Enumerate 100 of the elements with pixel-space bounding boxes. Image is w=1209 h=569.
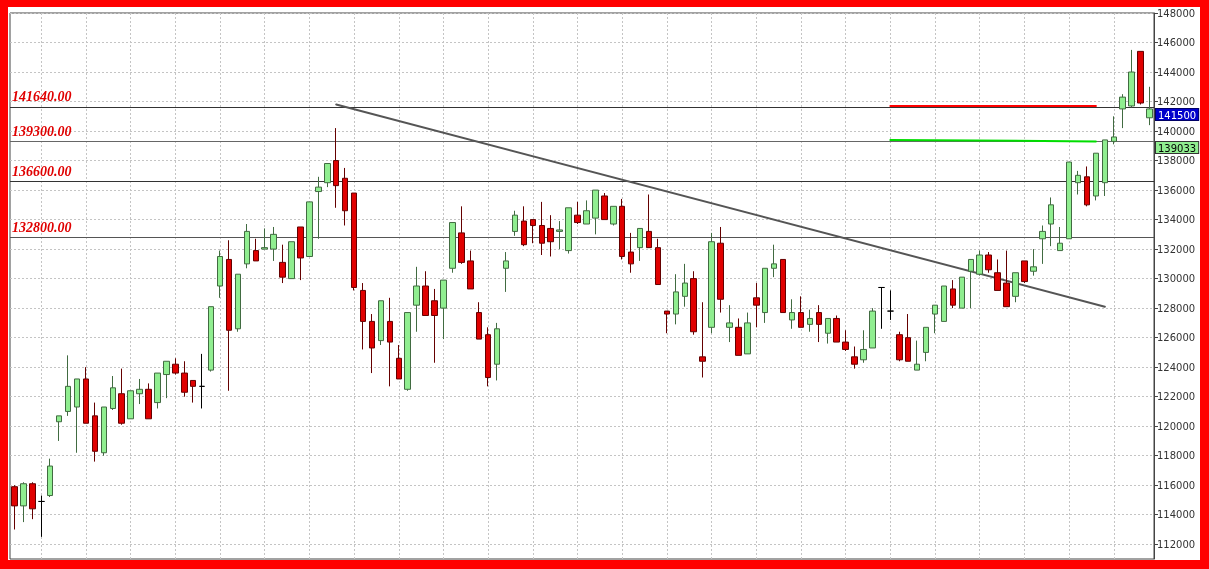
y-tick-label: 116000	[1157, 479, 1196, 491]
y-tick-label: 124000	[1157, 361, 1196, 373]
y-tick-label: 144000	[1157, 66, 1196, 78]
y-tick-label: 148000	[1157, 7, 1196, 19]
y-tick-label: 128000	[1157, 302, 1196, 314]
y-tick-label: 114000	[1157, 509, 1196, 521]
candlestick	[199, 353, 205, 409]
candlestick	[825, 317, 831, 345]
candlestick	[422, 270, 429, 317]
candlestick	[941, 285, 947, 322]
candlestick	[869, 307, 876, 349]
candlestick	[985, 251, 992, 274]
candlestick	[494, 322, 500, 381]
candlestick	[932, 304, 938, 334]
candlestick	[708, 232, 715, 334]
candlestick	[208, 306, 214, 373]
candlestick	[628, 232, 634, 274]
candlestick	[1128, 49, 1135, 108]
candlestick	[351, 192, 357, 291]
candlestick	[1048, 196, 1054, 247]
candlestick	[753, 282, 760, 328]
candlestick	[1093, 152, 1099, 201]
candlestick	[744, 312, 751, 355]
candlestick	[664, 310, 670, 334]
candlestick	[279, 244, 286, 284]
candlestick	[1137, 50, 1144, 105]
candlestick	[261, 227, 268, 250]
candlestick	[449, 222, 456, 274]
text: 139033	[1158, 142, 1197, 154]
candlestick	[360, 282, 366, 350]
candlestick	[38, 495, 45, 538]
candlestick	[467, 250, 474, 290]
y-tick-label: 136000	[1157, 184, 1196, 196]
candlestick	[154, 372, 161, 409]
y-tick-label: 118000	[1157, 450, 1196, 462]
candlestick	[56, 415, 62, 442]
candlestick	[619, 198, 625, 260]
candlestick	[771, 244, 777, 278]
candlestick	[959, 276, 965, 309]
candlestick	[20, 481, 27, 523]
candlestick	[842, 329, 849, 352]
candlestick	[333, 127, 339, 209]
y-tick-label: 146000	[1157, 37, 1196, 49]
candlestick	[547, 214, 554, 257]
ref-line-label: 141640.00	[12, 89, 72, 105]
candlestick	[762, 267, 768, 324]
candlestick	[190, 379, 196, 404]
candlestick	[136, 378, 143, 405]
candlestick	[592, 189, 599, 235]
candlestick	[74, 378, 80, 454]
candlestick	[83, 366, 89, 424]
y-tick-label: 140000	[1157, 125, 1196, 137]
candlestick	[565, 207, 572, 255]
candlestick	[127, 390, 134, 420]
candlestick	[1057, 226, 1063, 252]
candlestick	[690, 270, 697, 336]
ref-line-label: 136600.00	[12, 163, 72, 179]
candlestick	[476, 301, 482, 340]
candlestick	[583, 199, 590, 225]
candlestick	[682, 263, 688, 308]
candlestick	[994, 258, 1001, 291]
candlestick	[1111, 115, 1117, 145]
candlestick	[968, 258, 974, 309]
candlestick	[726, 304, 733, 343]
candlestick	[11, 484, 18, 530]
candlestick	[270, 226, 277, 262]
y-tick-label: 134000	[1157, 214, 1196, 226]
y-tick-label: 122000	[1157, 391, 1196, 403]
candlestick	[896, 331, 903, 362]
candlestick	[1102, 139, 1108, 197]
ref-line-label: 139300.00	[12, 123, 72, 139]
candlestick	[923, 326, 929, 362]
candlestick	[1039, 225, 1046, 265]
candlestick	[503, 251, 509, 293]
candlestick	[807, 309, 813, 333]
candlestick	[735, 317, 742, 356]
candlestick	[458, 205, 465, 265]
candlestick	[637, 227, 643, 262]
candlestick	[789, 298, 795, 330]
y-tick-label: 132000	[1157, 243, 1196, 255]
candlestick	[1119, 93, 1126, 129]
y-tick-label: 112000	[1157, 538, 1196, 550]
candlestick	[306, 201, 313, 257]
candlestick	[860, 329, 867, 364]
candlestick	[29, 481, 36, 520]
candlestick	[172, 357, 179, 376]
y-tick-label: 120000	[1157, 420, 1196, 432]
candlestick	[297, 226, 304, 281]
candlestick	[905, 313, 911, 362]
candlestick	[780, 258, 786, 314]
ref-line-label: 132800.00	[12, 219, 72, 235]
candlestick	[431, 288, 438, 364]
candlestick	[118, 368, 125, 426]
candlestick	[798, 295, 804, 328]
candlestick	[574, 201, 581, 225]
y-tick-label: 130000	[1157, 273, 1196, 285]
candlestick	[92, 402, 98, 463]
candlestick	[47, 458, 53, 498]
candlestick	[833, 315, 840, 343]
candlestick	[1021, 260, 1028, 284]
